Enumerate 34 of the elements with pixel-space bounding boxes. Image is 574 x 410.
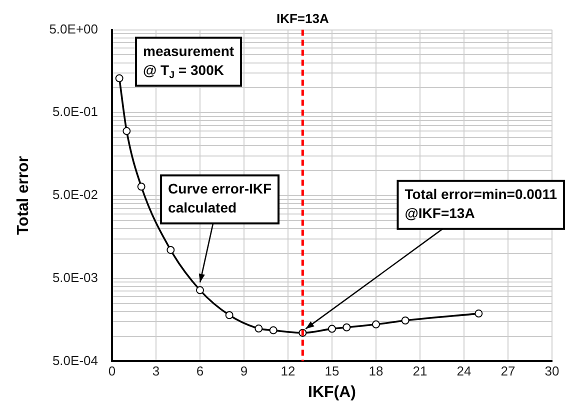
point: [474, 310, 483, 318]
point: [225, 311, 234, 320]
point: [372, 320, 380, 328]
x-tick-label: 6: [196, 364, 204, 379]
point: [196, 286, 204, 294]
point: [328, 324, 336, 333]
point: [401, 316, 410, 324]
y-tick-label: 5.0E-01: [52, 104, 98, 120]
annotation: Total error=min=0.0011 @IKF=13A: [404, 186, 558, 222]
x-tick-label: 15: [324, 364, 340, 379]
x-tick-label: 21: [412, 364, 428, 379]
point: [342, 323, 351, 332]
y-axis-title: Total error: [15, 156, 32, 235]
x-tick-label: 27: [500, 364, 516, 379]
point: [254, 324, 263, 333]
ref-line-label: IKF=13A: [276, 10, 330, 26]
x-tick-label: 30: [544, 364, 560, 379]
point: [269, 326, 278, 334]
x-axis-title: IKF(A): [308, 384, 356, 401]
x-tick-label: 24: [456, 364, 472, 379]
y-tick-label: 5.0E+00: [49, 21, 98, 36]
x-tick-label: 12: [280, 364, 296, 379]
y-tick-label: 5.0E-03: [52, 270, 98, 285]
x-tick-label: 18: [368, 364, 384, 379]
point: [122, 127, 131, 136]
x-tick-label: 9: [240, 364, 248, 379]
y-tick-label: 5.0E-02: [52, 187, 98, 202]
y-tick-label: 5.0E-04: [52, 352, 98, 368]
x-tick-label: 0: [108, 364, 116, 379]
annotation: Curve error-IKF calculated: [168, 180, 272, 216]
point: [166, 246, 175, 254]
x-tick-label: 3: [152, 364, 160, 379]
point: [137, 182, 146, 191]
point: [115, 74, 124, 82]
